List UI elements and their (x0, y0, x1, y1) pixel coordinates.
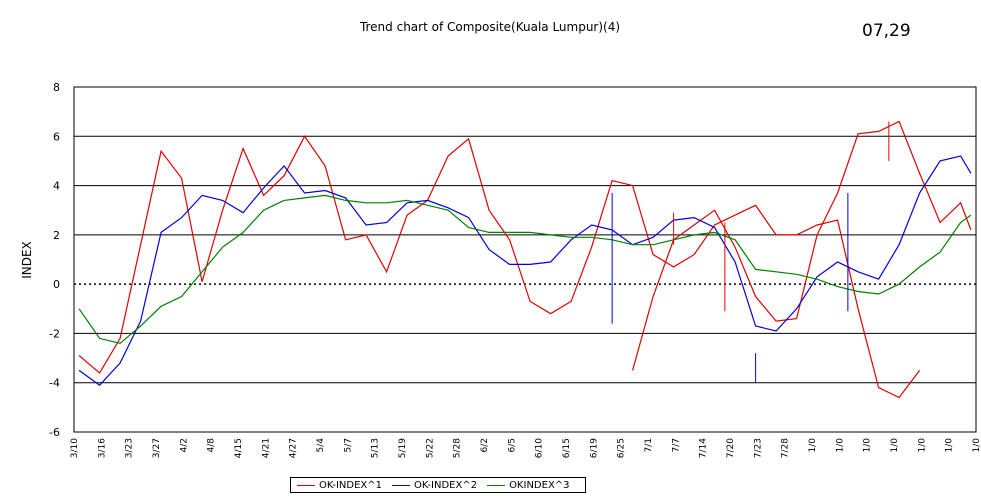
y-tick-label: 8 (53, 81, 60, 94)
legend: OK-INDEX^1 OK-INDEX^2 OKINDEX^3 (290, 477, 586, 493)
x-tick-label: 3/23 (125, 438, 135, 458)
x-tick-label: 5/22 (425, 438, 435, 458)
legend-swatch-blue (392, 484, 411, 486)
series-line-2 (78, 155, 972, 386)
x-tick-label: 5/4 (316, 438, 326, 453)
y-tick-label: 0 (53, 278, 60, 291)
x-tick-label: 3/10 (70, 438, 80, 458)
x-tick-label: 6/19 (589, 438, 599, 458)
x-tick-labels: 3/10 3/16 3/23 3/27 4/2 4/8 4/15 4/21 4/27 5/4 5/7… (70, 438, 981, 458)
y-tick-label: 4 (53, 180, 60, 193)
vertical-markers (611, 121, 890, 383)
legend-label: OKINDEX^3 (509, 479, 570, 491)
x-tick-label: 6/10 (535, 438, 545, 458)
x-tick-label: 1/0 (835, 438, 845, 453)
x-tick-label: 4/8 (207, 438, 217, 453)
x-tick-label: 7/14 (699, 438, 709, 458)
x-tick-label: 7/20 (726, 438, 736, 458)
x-tick-label: 4/2 (179, 438, 189, 452)
x-tick-label: 7/1 (644, 438, 654, 452)
x-tick-label: 7/28 (781, 438, 791, 458)
chart-title: Trend chart of Composite(Kuala Lumpur)(4… (359, 20, 621, 34)
x-tick-label: 4/21 (261, 438, 271, 458)
x-tick-label: 6/5 (507, 438, 517, 452)
x-tick-label: 5/19 (398, 438, 408, 458)
x-tick-label: 5/7 (343, 438, 353, 452)
x-tick-label: 1/0 (945, 438, 955, 453)
grid-lines (73, 86, 977, 433)
y-tick-label: -6 (49, 426, 60, 439)
x-tick-label: 6/15 (562, 438, 572, 458)
legend-item-series-3: OKINDEX^3 (487, 479, 570, 491)
legend-swatch-green (487, 484, 506, 486)
x-tick-label: 4/15 (234, 438, 244, 458)
y-tick-label: 2 (53, 229, 60, 242)
y-tick-label: -4 (49, 377, 60, 390)
x-tick-label: 4/27 (289, 438, 299, 458)
x-tick-label: 5/28 (453, 438, 463, 458)
legend-swatch-red (297, 484, 315, 486)
series-line-1 (78, 135, 921, 399)
date-stamp: 07,29 (862, 21, 911, 41)
y-tick-label: -2 (49, 327, 60, 340)
y-axis-label: INDEX (20, 241, 34, 279)
x-tick-label: 1/0 (890, 438, 900, 453)
x-tick-label: 6/25 (617, 438, 627, 458)
x-tick-label: 3/27 (152, 438, 162, 458)
plot-frame (73, 86, 977, 433)
x-tick-label: 3/16 (97, 438, 107, 458)
y-tick-label: 6 (53, 130, 60, 143)
legend-label: OK-INDEX^1 (319, 479, 383, 491)
series-lines (78, 120, 972, 399)
y-tick-labels: -6 -4 -2 0 2 4 6 8 (49, 81, 60, 439)
x-tick-label: 1/0 (917, 438, 927, 453)
x-tick-label: 5/13 (371, 438, 381, 458)
x-tick-label: 1/0 (808, 438, 818, 453)
legend-label: OK-INDEX^2 (414, 479, 478, 491)
legend-item-series-1: OK-INDEX^1 (297, 480, 382, 491)
x-tick-label: 7/23 (753, 438, 763, 458)
series-line-3 (78, 194, 972, 344)
x-tick-label: 6/2 (480, 438, 490, 452)
x-tick-label: 7/7 (671, 438, 681, 452)
x-tick-label: 1/0 (863, 438, 873, 453)
legend-item-series-2: OK-INDEX^2 (392, 480, 477, 491)
x-tick-label: 1/0 (972, 438, 981, 453)
